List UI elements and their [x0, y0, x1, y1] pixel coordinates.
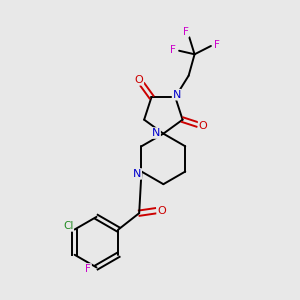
Text: O: O: [157, 206, 166, 216]
Text: F: F: [85, 264, 91, 274]
Text: F: F: [183, 27, 189, 37]
Text: F: F: [170, 45, 176, 55]
Text: N: N: [152, 128, 160, 138]
Text: N: N: [133, 169, 141, 179]
Text: O: O: [134, 75, 143, 85]
Text: O: O: [199, 121, 207, 131]
Text: F: F: [214, 40, 220, 50]
Text: Cl: Cl: [63, 221, 73, 231]
Text: N: N: [172, 90, 181, 100]
